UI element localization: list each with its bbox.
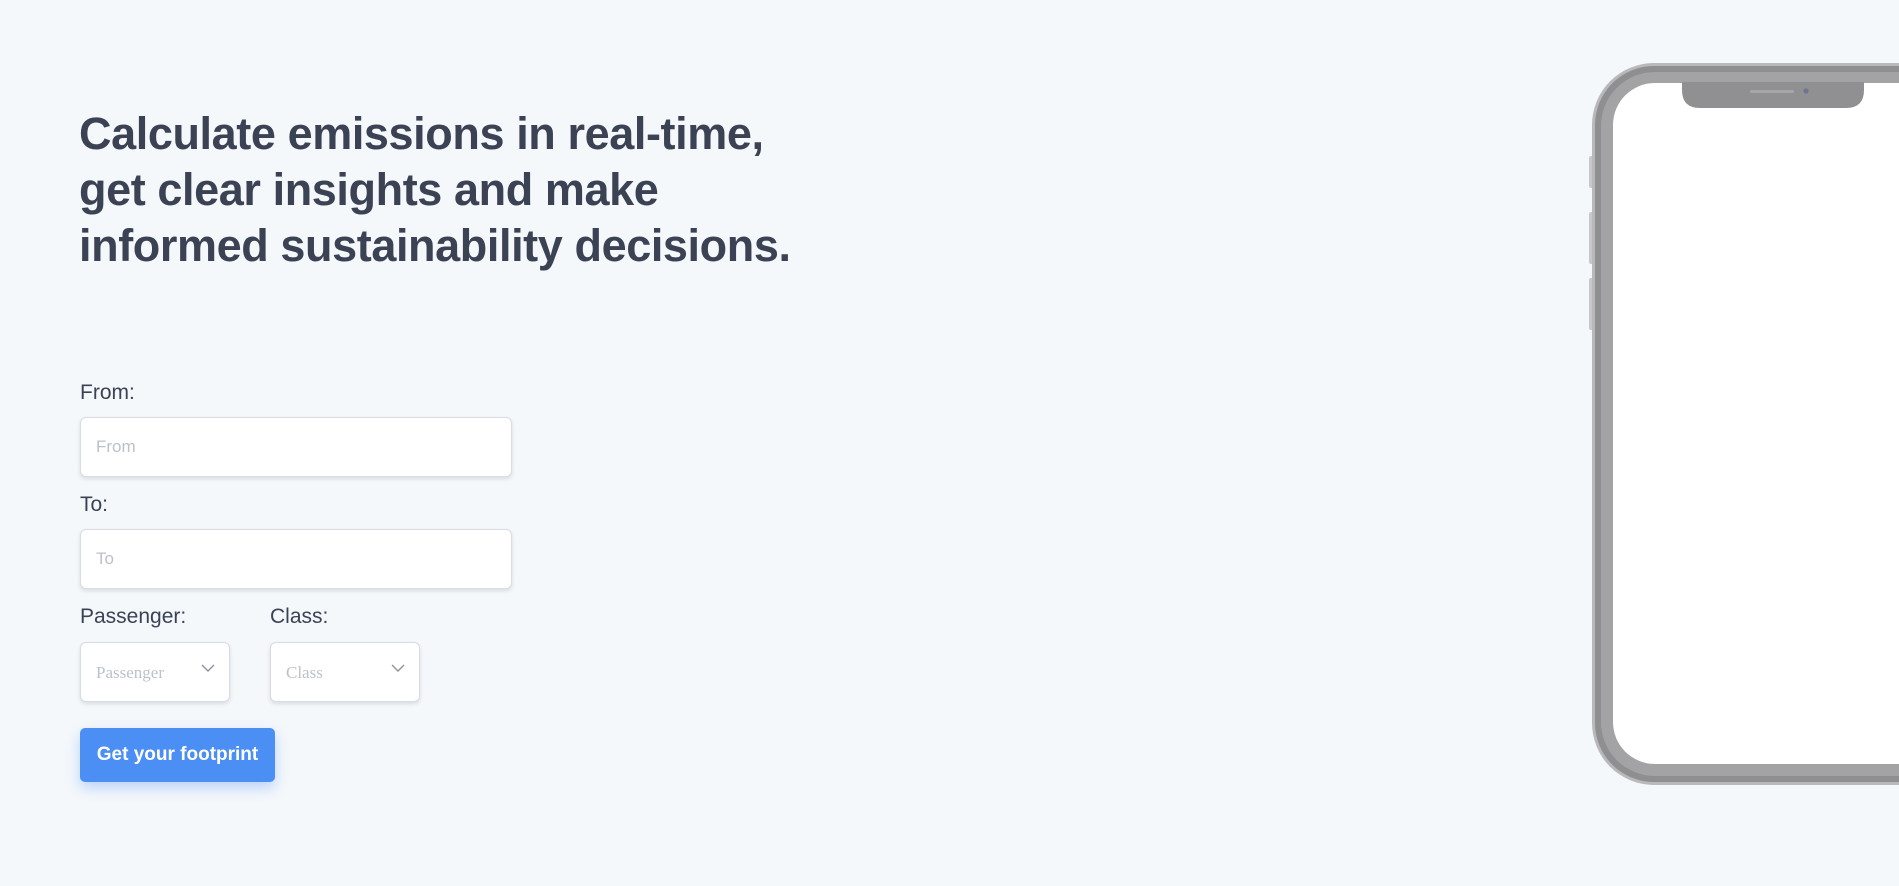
chevron-down-icon [201, 664, 215, 672]
from-label: From: [80, 381, 135, 404]
class-label: Class: [270, 605, 329, 628]
passenger-label: Passenger: [80, 605, 187, 628]
passenger-select[interactable]: Passenger [80, 642, 230, 702]
phone-screen [1613, 83, 1899, 764]
get-footprint-button[interactable]: Get your footprint [80, 728, 275, 782]
phone-mockup [1589, 63, 1899, 785]
phone-camera [1803, 88, 1809, 94]
class-select-placeholder: Class [286, 663, 323, 682]
from-input[interactable] [80, 417, 512, 477]
passenger-select-placeholder: Passenger [96, 663, 164, 682]
phone-notch [1682, 82, 1864, 108]
phone-speaker [1750, 90, 1794, 93]
class-select[interactable]: Class [270, 642, 420, 702]
hero-title: Calculate emissions in real-time, get cl… [79, 108, 791, 271]
to-label: To: [80, 493, 109, 516]
to-input[interactable] [80, 529, 512, 589]
chevron-down-icon [391, 664, 405, 672]
